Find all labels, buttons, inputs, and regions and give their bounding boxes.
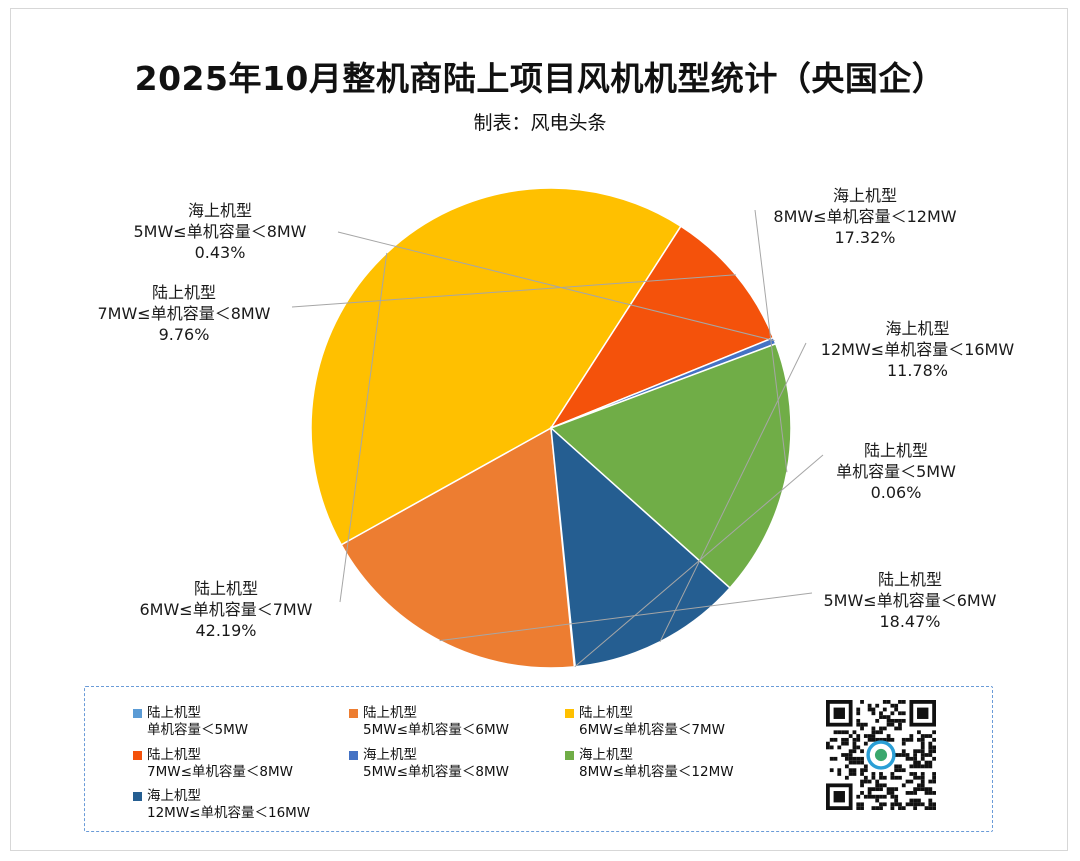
legend-type: 海上机型 xyxy=(363,747,417,763)
leader-line-6 xyxy=(659,342,807,643)
slice-label-type: 陆上机型 xyxy=(151,283,216,302)
legend-type: 陆上机型 xyxy=(363,705,417,721)
legend: 陆上机型 单机容量＜5MW 陆上机型 5MW≤单机容量＜6MW 陆上机型 6MW≤单机… xyxy=(84,686,993,832)
slice-label-6: 海上机型 12MW≤单机容量＜16MW 11.78% xyxy=(800,318,1035,381)
slice-label-percent: 0.43% xyxy=(194,243,246,262)
slice-label-type: 海上机型 xyxy=(187,201,252,220)
slice-label-range: 5MW≤单机容量＜8MW xyxy=(133,222,307,241)
slice-label-type: 陆上机型 xyxy=(877,570,942,589)
leader-line-0 xyxy=(574,454,824,668)
legend-swatch xyxy=(565,709,574,718)
leader-line-5 xyxy=(754,209,788,473)
pie-slice-5 xyxy=(549,342,792,590)
slice-label-type: 海上机型 xyxy=(832,186,897,205)
slice-label-range: 单机容量＜5MW xyxy=(836,462,956,481)
slice-label-percent: 18.47% xyxy=(879,612,941,631)
qr-code-icon xyxy=(826,700,936,810)
legend-range: 7MW≤单机容量＜8MW xyxy=(147,764,293,780)
slice-label-3: 陆上机型 7MW≤单机容量＜8MW 9.76% xyxy=(74,282,294,345)
legend-swatch xyxy=(133,709,142,718)
legend-swatch xyxy=(349,709,358,718)
legend-type: 海上机型 xyxy=(147,788,201,804)
slice-label-type: 陆上机型 xyxy=(193,579,258,598)
chart-subtitle: 制表：风电头条 xyxy=(473,112,607,134)
slice-label-percent: 11.78% xyxy=(886,361,948,380)
legend-range: 5MW≤单机容量＜8MW xyxy=(363,764,509,780)
slice-label-1: 陆上机型 5MW≤单机容量＜6MW 18.47% xyxy=(800,569,1020,632)
slice-label-range: 7MW≤单机容量＜8MW xyxy=(97,304,271,323)
leader-line-1 xyxy=(439,592,813,642)
slice-label-percent: 42.19% xyxy=(195,621,257,640)
slice-label-range: 6MW≤单机容量＜7MW xyxy=(139,600,313,619)
legend-swatch xyxy=(133,751,142,760)
slice-label-type: 陆上机型 xyxy=(863,441,928,460)
legend-type: 陆上机型 xyxy=(579,705,633,721)
legend-type: 陆上机型 xyxy=(147,705,201,721)
slice-label-5: 海上机型 8MW≤单机容量＜12MW 17.32% xyxy=(750,185,980,248)
legend-range: 单机容量＜5MW xyxy=(147,722,249,738)
slice-label-range: 5MW≤单机容量＜6MW xyxy=(823,591,997,610)
legend-range: 8MW≤单机容量＜12MW xyxy=(579,764,734,780)
leader-line-2 xyxy=(339,252,388,603)
slice-label-range: 8MW≤单机容量＜12MW xyxy=(773,207,957,226)
slice-label-percent: 0.06% xyxy=(870,483,922,502)
slice-label-percent: 9.76% xyxy=(158,325,210,344)
legend-swatch xyxy=(133,792,142,801)
slice-label-4: 海上机型 5MW≤单机容量＜8MW 0.43% xyxy=(110,200,330,263)
pie-slice-6 xyxy=(550,426,731,668)
slice-label-percent: 17.32% xyxy=(834,228,896,247)
legend-range: 5MW≤单机容量＜6MW xyxy=(363,722,509,738)
legend-range: 12MW≤单机容量＜16MW xyxy=(147,805,311,821)
chart-frame xyxy=(10,8,1068,851)
leader-line-4 xyxy=(337,231,775,342)
legend-swatch xyxy=(565,751,574,760)
legend-type: 陆上机型 xyxy=(147,747,201,763)
slice-label-type: 海上机型 xyxy=(885,319,950,338)
legend-range: 6MW≤单机容量＜7MW xyxy=(579,722,725,738)
pie-slice-1 xyxy=(340,426,576,669)
legend-type: 海上机型 xyxy=(579,747,633,763)
leader-line-3 xyxy=(291,274,736,308)
chart-title: 2025年10月整机商陆上项目风机机型统计（央国企） xyxy=(134,59,946,98)
slice-label-0: 陆上机型 单机容量＜5MW 0.06% xyxy=(836,440,956,503)
slice-label-2: 陆上机型 6MW≤单机容量＜7MW 42.19% xyxy=(116,578,336,641)
legend-swatch xyxy=(349,751,358,760)
slice-label-range: 12MW≤单机容量＜16MW xyxy=(820,340,1015,359)
